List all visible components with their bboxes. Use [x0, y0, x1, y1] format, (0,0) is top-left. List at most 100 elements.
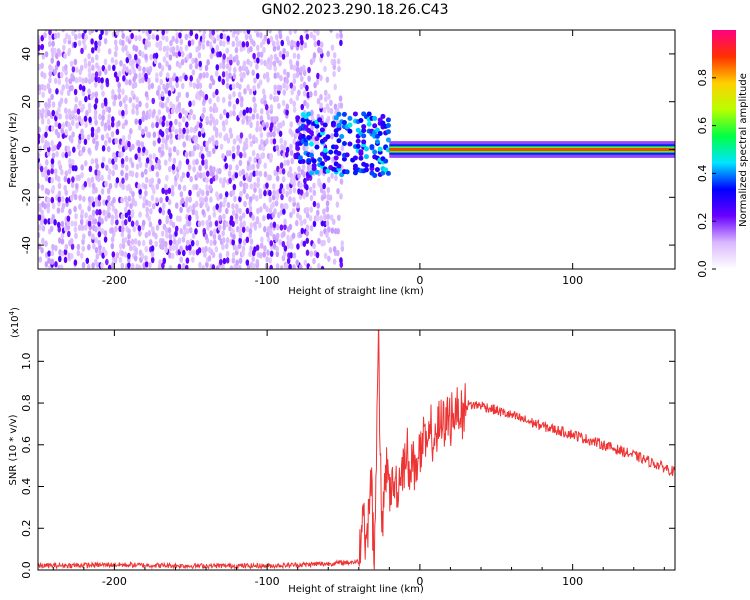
heatmap-cell [300, 133, 306, 139]
heatmap-cell [86, 263, 91, 269]
heatmap-cell [144, 176, 149, 184]
heatmap-cell [64, 76, 69, 84]
heatmap-cell [385, 129, 391, 135]
heatmap-cell [77, 224, 82, 231]
heatmap-cell [282, 82, 286, 89]
heatmap-cell [47, 265, 52, 269]
heatmap-cell [94, 246, 99, 254]
heatmap-cell [192, 144, 197, 152]
heatmap-cell [281, 176, 286, 183]
heatmap-cell [84, 212, 88, 219]
heatmap-cell [111, 261, 115, 269]
heatmap-cell [64, 97, 68, 105]
x-tick-label: 100 [562, 575, 583, 588]
heatmap-cell [316, 30, 320, 36]
heatmap-cell [175, 37, 179, 45]
heatmap-cell [48, 30, 52, 36]
heatmap-cell [263, 171, 268, 178]
heatmap-cell [157, 62, 162, 69]
heatmap-cell [269, 93, 273, 101]
heatmap-cell [100, 83, 104, 91]
heatmap-cell [296, 53, 301, 60]
heatmap-cell [339, 133, 345, 139]
heatmap-cell [262, 226, 267, 233]
heatmap-cell [291, 232, 296, 239]
heatmap-cell [218, 131, 223, 139]
heatmap-cell [107, 201, 111, 209]
heatmap-cell [169, 101, 173, 108]
heatmap-cell [70, 84, 74, 92]
heatmap-cell [150, 82, 155, 89]
heatmap-cell [133, 238, 138, 245]
heatmap-cell [66, 215, 71, 222]
heatmap-cell [315, 251, 320, 259]
heatmap-cell [197, 52, 202, 59]
heatmap-cell [329, 99, 333, 106]
heatmap-cell [108, 30, 112, 32]
heatmap-cell [278, 84, 283, 92]
heatmap-cell [302, 90, 307, 97]
heatmap-cell [178, 32, 182, 39]
heatmap-cell [197, 220, 202, 228]
spectrogram-y-axis-label: Frequency (Hz) [8, 112, 19, 188]
heatmap-cell [165, 35, 169, 43]
heatmap-cell [93, 218, 98, 225]
heatmap-cell [149, 53, 153, 61]
heatmap-cell [121, 46, 125, 53]
heatmap-cell [249, 121, 253, 129]
heatmap-cell [38, 84, 42, 91]
heatmap-cell [215, 44, 220, 52]
heatmap-cell [238, 83, 242, 90]
heatmap-cell [94, 97, 99, 104]
x-tick-label: -200 [102, 274, 127, 287]
heatmap-cell [150, 250, 155, 258]
heatmap-cell [124, 78, 129, 86]
heatmap-cell [148, 153, 153, 161]
heatmap-cell [361, 139, 367, 145]
heatmap-cell [234, 35, 239, 42]
heatmap-cell [289, 172, 294, 179]
heatmap-cell [157, 109, 162, 116]
heatmap-cell [88, 214, 92, 222]
heatmap-cell [218, 62, 223, 69]
heatmap-cell [369, 144, 375, 150]
heatmap-cell [181, 116, 186, 123]
heatmap-cell [319, 161, 325, 167]
heatmap-cell [94, 186, 98, 194]
heatmap-cell [263, 59, 267, 67]
heatmap-cell [101, 114, 105, 121]
heatmap-cell [249, 172, 253, 179]
heatmap-cell [380, 113, 386, 119]
heatmap-cell [144, 255, 148, 262]
heatmap-cell [266, 213, 271, 220]
heatmap-cell [106, 118, 111, 126]
heatmap-cell [46, 82, 51, 90]
heatmap-cell [64, 151, 69, 159]
heatmap-cell [66, 145, 71, 153]
heatmap-cell [65, 113, 69, 120]
heatmap-cell [80, 224, 85, 232]
heatmap-cell [274, 33, 279, 41]
heatmap-cell [178, 75, 183, 82]
heatmap-cell [312, 200, 317, 208]
heatmap-cell [209, 105, 213, 113]
heatmap-cell [258, 192, 263, 200]
heatmap-cell [279, 74, 283, 82]
heatmap-cell [114, 44, 119, 52]
heatmap-cell [180, 197, 185, 204]
heatmap-cell [209, 165, 213, 172]
heatmap-cell [336, 111, 342, 117]
heatmap-cell [125, 164, 129, 172]
heatmap-cell [249, 238, 254, 245]
heatmap-cell [97, 40, 102, 47]
heatmap-cell [383, 167, 389, 173]
heatmap-cell [47, 250, 51, 257]
snr-series-line [38, 330, 675, 570]
heatmap-cell [208, 97, 212, 105]
heatmap-cell [211, 264, 216, 269]
heatmap-cell [180, 132, 185, 140]
heatmap-cell [308, 170, 314, 176]
heatmap-cell [295, 94, 300, 101]
heatmap-cell [341, 140, 347, 146]
heatmap-cell [225, 250, 230, 258]
